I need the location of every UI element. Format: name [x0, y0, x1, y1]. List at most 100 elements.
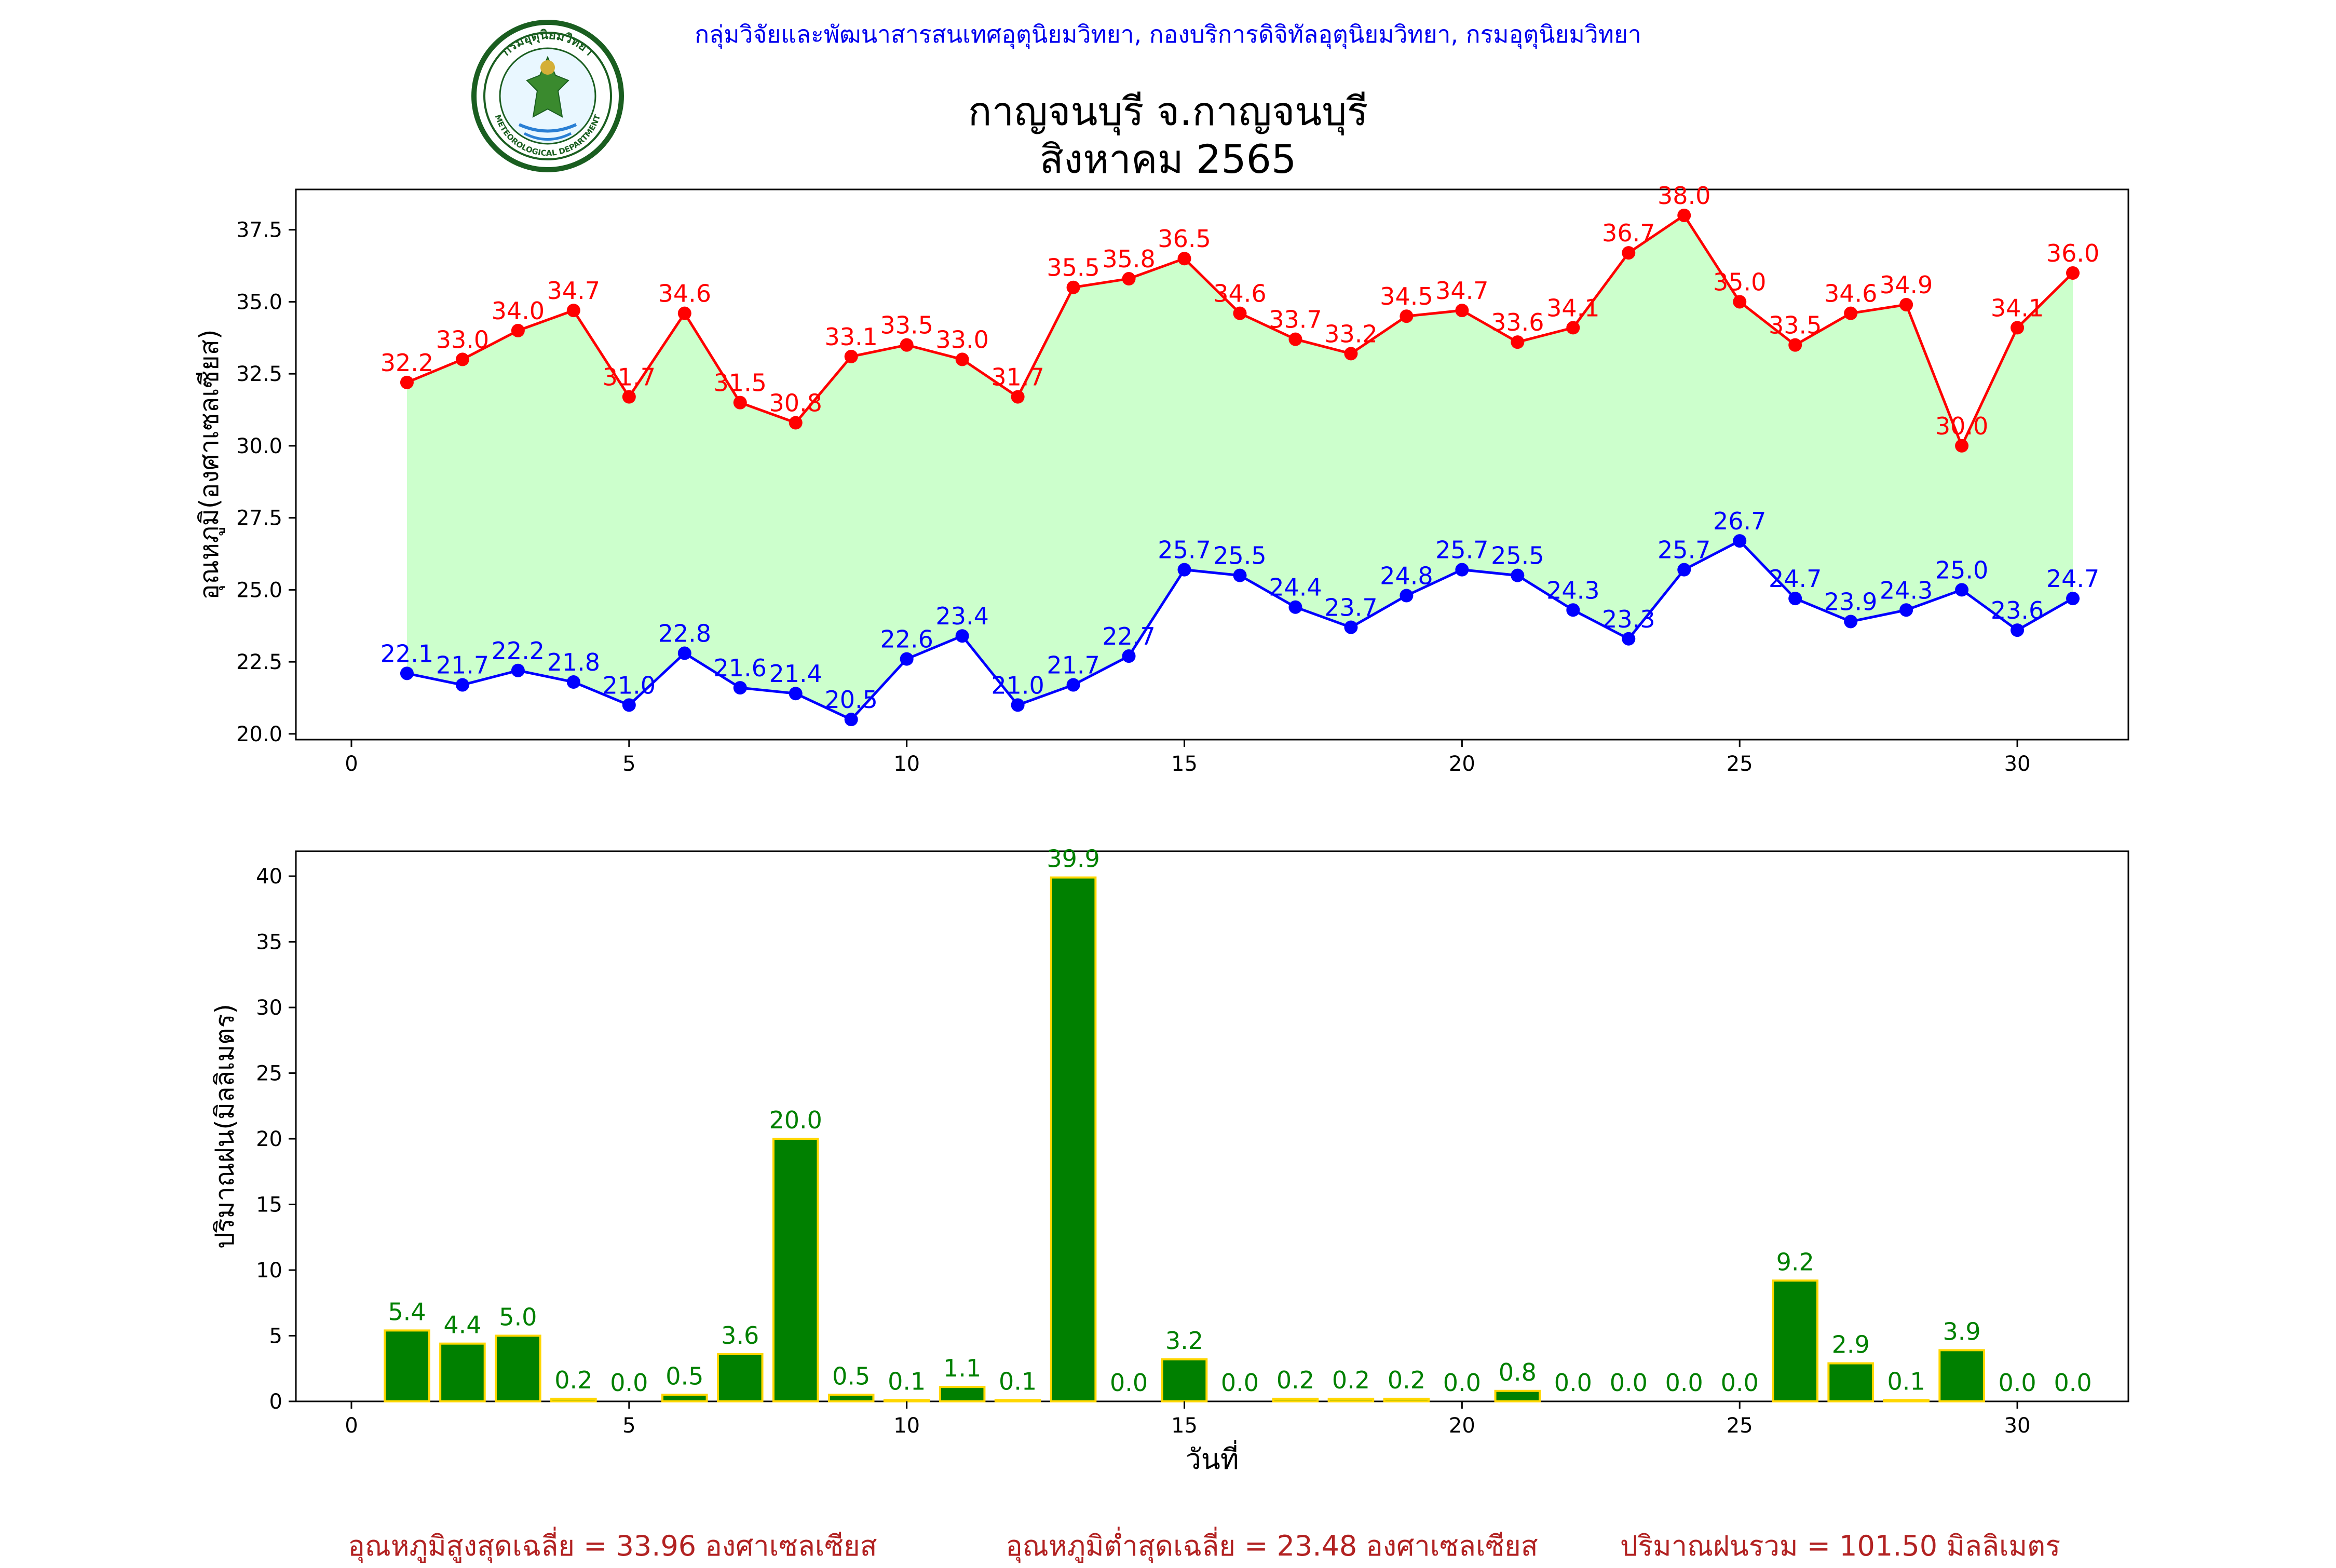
temp-max-label: 30.0	[1935, 412, 1988, 440]
temp-x-tick-label: 25	[1727, 752, 1753, 776]
org-header: กลุ่มวิจัยและพัฒนาสารสนเทศอุตุนิยมวิทยา,…	[695, 20, 1641, 48]
temp-max-label: 35.0	[1713, 268, 1766, 296]
temp-min-label: 21.8	[547, 648, 600, 676]
rain-bar-label: 0.0	[1110, 1369, 1148, 1397]
temp-max-point	[1455, 304, 1469, 318]
rain-bar	[994, 1399, 1041, 1403]
rain-bar-label: 0.1	[999, 1367, 1037, 1395]
rain-bar	[1272, 1397, 1319, 1403]
rain-bar-label: 0.0	[1665, 1369, 1703, 1397]
temp-max-label: 33.0	[436, 325, 489, 353]
temp-x-tick-label: 30	[2004, 752, 2031, 776]
temp-min-label: 25.7	[1658, 536, 1710, 564]
temp-min-point	[622, 698, 636, 712]
rain-x-tick-label: 25	[1727, 1414, 1753, 1438]
temp-min-point	[1233, 568, 1247, 582]
rain-bar	[827, 1394, 875, 1402]
temp-min-label: 22.7	[1102, 622, 1155, 650]
temp-min-point	[455, 678, 469, 692]
temp-y-tick-label: 35.0	[236, 290, 282, 314]
temp-min-point	[955, 629, 969, 643]
temp-max-point	[1955, 439, 1969, 453]
rain-bar	[439, 1342, 486, 1402]
temp-max-label: 36.0	[2046, 239, 2099, 267]
temp-max-label: 35.8	[1102, 245, 1155, 273]
temp-min-point	[400, 666, 414, 680]
temp-max-point	[1511, 335, 1525, 349]
temp-min-point	[1177, 563, 1191, 577]
temp-max-label: 36.5	[1158, 225, 1211, 253]
temp-min-label: 25.5	[1491, 542, 1544, 570]
temp-min-point	[733, 681, 747, 695]
temp-x-tick-label: 15	[1171, 752, 1198, 776]
temp-min-label: 22.6	[880, 625, 933, 653]
temp-min-point	[1733, 534, 1747, 548]
temp-max-label: 33.5	[1769, 311, 1822, 339]
temp-min-point	[1788, 592, 1802, 606]
rain-bar-label: 0.0	[1998, 1369, 2036, 1397]
temp-max-label: 31.5	[714, 369, 767, 397]
temp-min-label: 25.7	[1435, 536, 1488, 564]
rain-plot-frame	[295, 850, 2129, 1402]
temp-max-point	[1233, 306, 1247, 320]
temp-min-label: 21.0	[603, 671, 656, 699]
rain-x-tick-label: 30	[2004, 1414, 2031, 1438]
rain-bar-label: 0.0	[1721, 1369, 1759, 1397]
rain-bar-label: 0.5	[666, 1362, 703, 1390]
temp-max-label: 32.2	[381, 349, 433, 377]
rain-x-tick-label: 5	[622, 1414, 635, 1438]
rain-y-axis-label: ปริมาณฝน(มิลลิเมตร)	[210, 1004, 240, 1249]
temp-max-label: 34.9	[1880, 271, 1933, 299]
temp-max-point	[1122, 272, 1136, 286]
temp-min-label: 25.7	[1158, 536, 1211, 564]
rain-y-tick-label: 30	[256, 996, 282, 1020]
temp-y-tick-label: 37.5	[236, 219, 282, 242]
rain-bar	[1827, 1362, 1874, 1402]
rain-bar	[1050, 876, 1097, 1402]
temp-max-label: 30.8	[769, 389, 822, 417]
rain-bar-label: 3.2	[1165, 1327, 1203, 1355]
temp-y-tick-label: 25.0	[236, 578, 282, 602]
temp-max-label: 34.6	[1213, 280, 1266, 308]
temp-min-label: 24.3	[1880, 576, 1933, 604]
temp-min-point	[2066, 592, 2080, 606]
temp-max-point	[1733, 295, 1747, 309]
temp-max-point	[844, 349, 858, 363]
temp-max-point	[1622, 246, 1636, 260]
temp-max-label: 34.1	[1991, 294, 2044, 322]
temp-max-label: 33.7	[1269, 306, 1322, 334]
temp-max-point	[1288, 332, 1302, 346]
rain-bar-label: 0.2	[554, 1366, 592, 1394]
temp-min-point	[1066, 678, 1080, 692]
temp-min-point	[2011, 623, 2025, 637]
rain-bar	[1161, 1358, 1208, 1403]
temp-max-point	[2066, 266, 2080, 280]
temp-min-point	[1844, 615, 1858, 629]
temp-min-label: 26.7	[1713, 507, 1766, 535]
temp-max-point	[400, 375, 414, 389]
temp-y-tick-label: 20.0	[236, 722, 282, 746]
rain-bar-label: 3.9	[1943, 1317, 1981, 1345]
rain-bar-label: 9.2	[1776, 1248, 1814, 1276]
temp-min-point	[1955, 583, 1969, 597]
temp-min-label: 24.8	[1380, 562, 1433, 590]
temp-min-label: 25.0	[1935, 556, 1988, 584]
rain-bar-label: 0.0	[1610, 1369, 1648, 1397]
temp-max-label: 34.6	[658, 280, 711, 308]
temp-min-point	[677, 646, 691, 660]
rain-bar-label: 1.1	[943, 1354, 981, 1382]
temp-min-point	[900, 652, 914, 666]
temp-y-tick-label: 32.5	[236, 362, 282, 386]
temp-y-axis-label: อุณหภูมิ(องศาเซลเซียส)	[194, 329, 225, 599]
rain-bar-label: 0.0	[610, 1369, 648, 1397]
temp-min-label: 20.5	[824, 686, 877, 714]
temp-min-label: 23.6	[1991, 596, 2044, 624]
rain-bar	[716, 1353, 764, 1403]
temp-max-point	[789, 416, 803, 430]
rain-bar	[883, 1399, 930, 1403]
temp-min-point	[1400, 589, 1414, 603]
rain-bar	[1772, 1279, 1818, 1402]
rain-bar-label: 0.2	[1388, 1366, 1425, 1394]
temp-x-tick-label: 20	[1449, 752, 1475, 776]
